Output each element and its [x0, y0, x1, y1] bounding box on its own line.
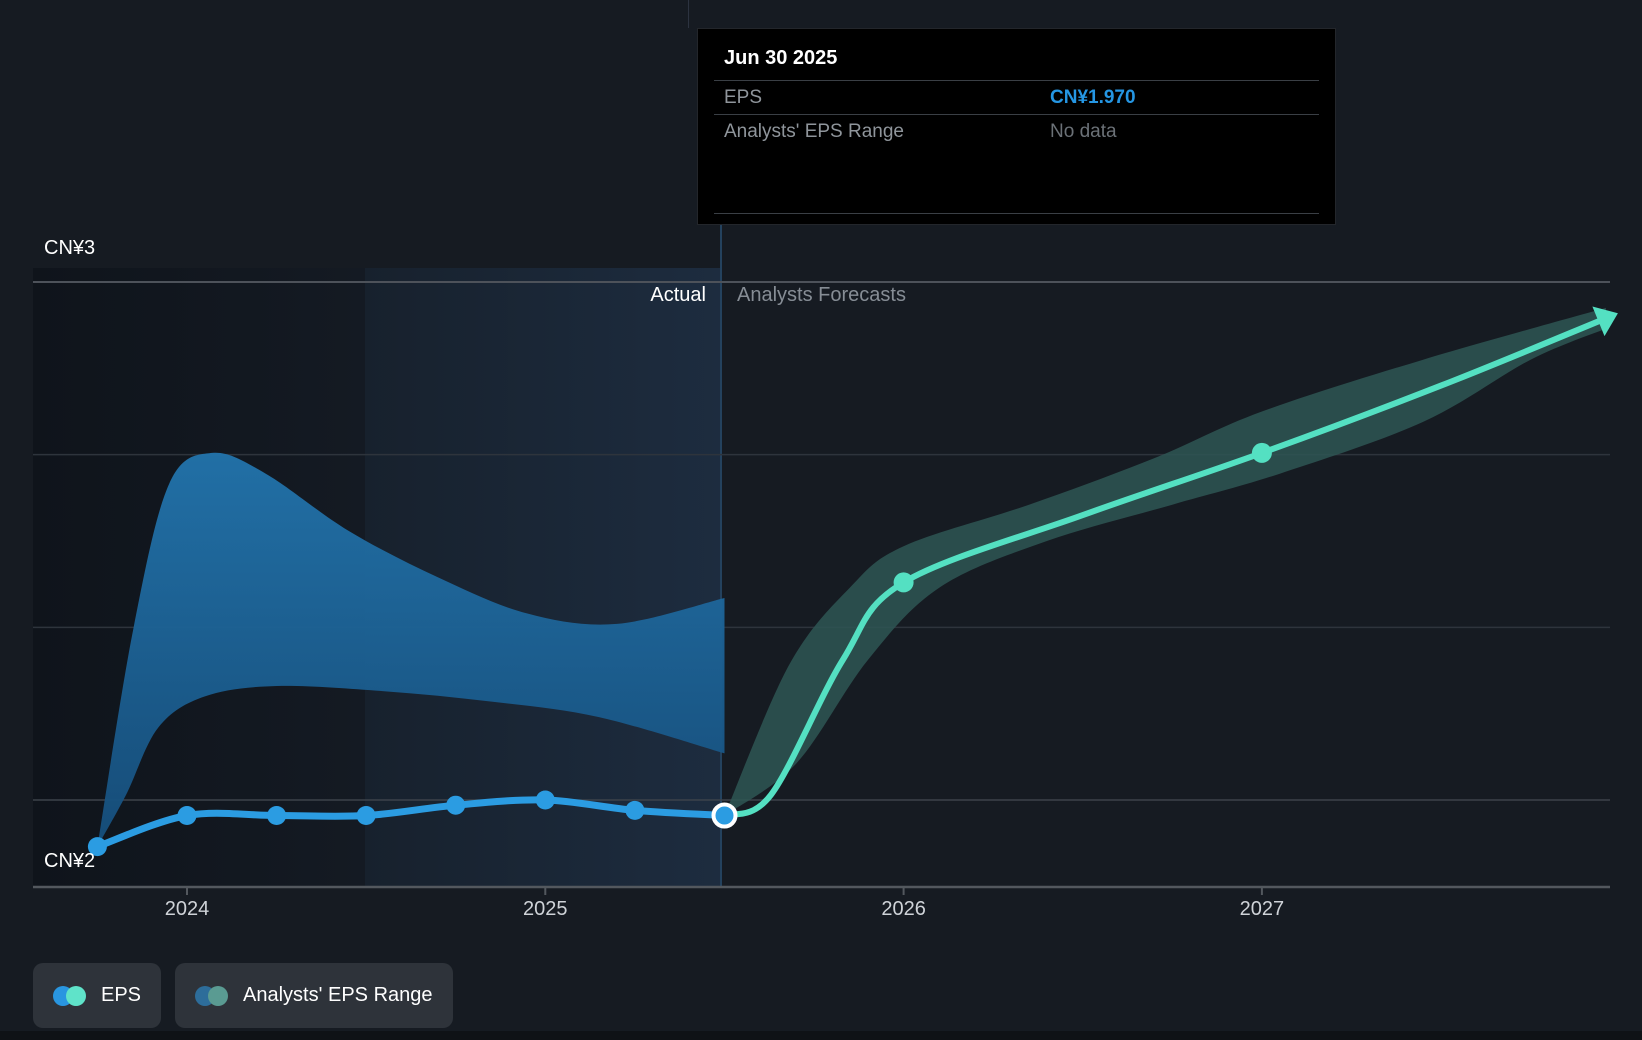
tooltip-eps-label: EPS — [724, 86, 763, 108]
forecast-range-band — [724, 307, 1606, 816]
actual-forecast-divider-line — [720, 225, 722, 887]
tooltip-row-eps: EPS CN¥1.970 — [714, 81, 1319, 114]
tooltip: Jun 30 2025 EPS CN¥1.970 Analysts' EPS R… — [697, 28, 1336, 225]
eps-data-point[interactable] — [177, 806, 197, 825]
eps-data-point[interactable] — [87, 837, 107, 857]
forecast-data-point[interactable] — [893, 572, 914, 593]
legend-item-analysts-range[interactable]: Analysts' EPS Range — [175, 963, 453, 1028]
legend-analysts-range-label: Analysts' EPS Range — [243, 984, 433, 1006]
phase-label-actual: Actual — [650, 284, 706, 306]
eps-data-point[interactable] — [267, 806, 287, 825]
forecast-data-point[interactable] — [1251, 442, 1272, 463]
eps-data-point[interactable] — [356, 806, 376, 825]
tooltip-date: Jun 30 2025 — [724, 47, 838, 69]
tooltip-bottom-separator — [714, 213, 1319, 214]
tooltip-separator — [714, 114, 1319, 115]
legend: EPS Analysts' EPS Range — [33, 963, 453, 1028]
y-axis-label-top: CN¥3 — [44, 237, 96, 259]
x-axis-label: 2025 — [523, 898, 568, 920]
phase-label-forecast: Analysts Forecasts — [737, 284, 906, 306]
eps-data-point[interactable] — [446, 795, 466, 815]
range-teal-dot-icon — [208, 985, 229, 1006]
tooltip-eps-value: CN¥1.970 — [1050, 86, 1136, 108]
hovered-data-point[interactable] — [711, 802, 738, 829]
eps-data-point[interactable] — [535, 790, 555, 810]
tooltip-range-value: No data — [1050, 120, 1117, 142]
eps-legend-icon — [53, 985, 86, 1006]
actual-range-band — [97, 452, 725, 847]
eps-data-point[interactable] — [625, 800, 645, 820]
x-axis-label: 2026 — [881, 898, 926, 920]
crosshair-line — [688, 0, 689, 28]
legend-eps-label: EPS — [101, 984, 142, 1006]
forecast-line-arrowhead — [1592, 306, 1618, 337]
x-axis-label: 2027 — [1239, 898, 1285, 920]
tooltip-range-label: Analysts' EPS Range — [724, 120, 904, 142]
y-axis-label-bottom: CN¥2 — [44, 850, 96, 872]
bottom-panel-edge — [0, 1031, 1642, 1040]
eps-teal-dot-icon — [66, 985, 86, 1006]
legend-item-eps[interactable]: EPS — [33, 963, 162, 1028]
x-axis-label: 2024 — [164, 898, 210, 920]
eps-forecast-line — [721, 315, 1609, 819]
analysts-range-legend-icon — [195, 985, 229, 1006]
tooltip-row-range: Analysts' EPS Range No data — [714, 115, 1319, 148]
tooltip-separator — [714, 80, 1319, 81]
